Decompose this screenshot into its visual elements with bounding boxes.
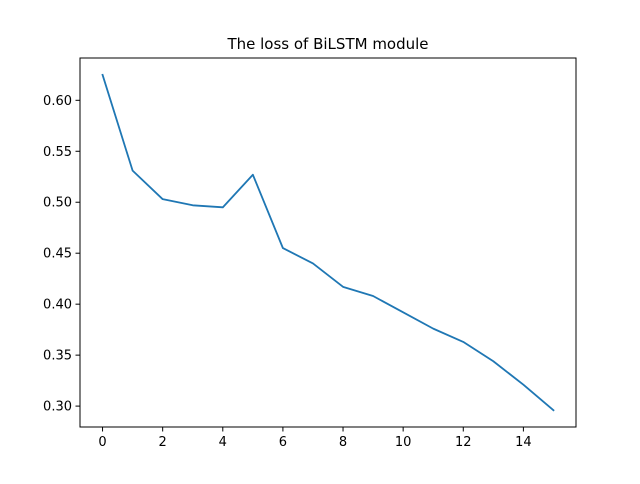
- x-tick-label: 8: [339, 435, 347, 450]
- y-tick-label: 0.30: [43, 400, 72, 415]
- y-tick-label: 0.60: [43, 94, 72, 109]
- x-tick-label: 0: [98, 435, 106, 450]
- x-tick-label: 10: [395, 435, 412, 450]
- x-tick-label: 2: [159, 435, 167, 450]
- y-tick-label: 0.35: [43, 349, 72, 364]
- y-tick-label: 0.55: [43, 145, 72, 160]
- x-tick-label: 4: [219, 435, 227, 450]
- x-tick-label: 14: [515, 435, 532, 450]
- x-tick-label: 12: [455, 435, 472, 450]
- y-tick-label: 0.50: [43, 196, 72, 211]
- x-tick-label: 6: [279, 435, 287, 450]
- chart-title: The loss of BiLSTM module: [226, 35, 428, 53]
- y-tick-label: 0.40: [43, 298, 72, 313]
- y-tick-label: 0.45: [43, 247, 72, 262]
